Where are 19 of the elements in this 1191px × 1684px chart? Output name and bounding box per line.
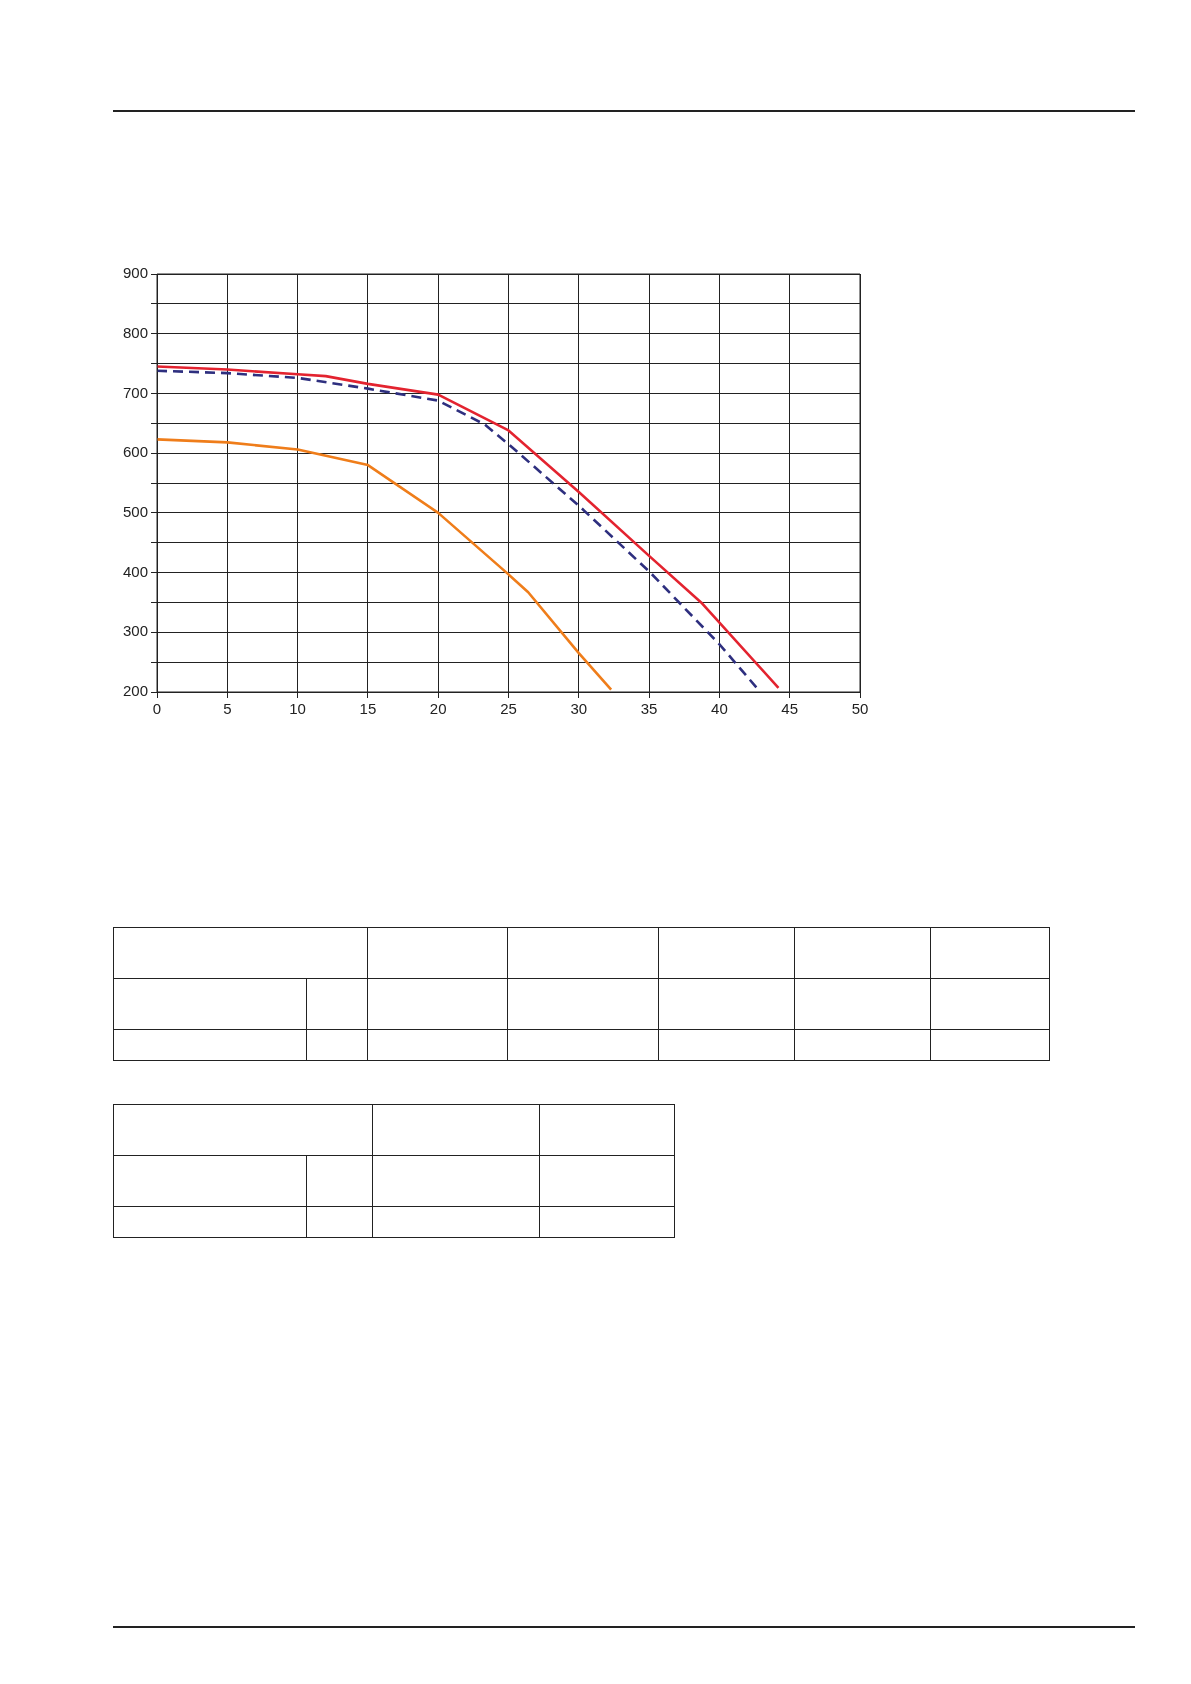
y-tick-label: 400 xyxy=(123,562,149,580)
x-tick-label: 0 xyxy=(152,700,162,718)
y-tick-label: 600 xyxy=(123,443,149,461)
y-tick-label: 500 xyxy=(123,503,149,520)
x-tick-label: 50 xyxy=(851,700,869,718)
x-tick-label: 25 xyxy=(500,700,517,718)
x-tick-label: 45 xyxy=(781,700,799,718)
x-tick-label: 10 xyxy=(289,700,306,718)
y-tick-label: 200 xyxy=(123,682,149,700)
y-tick-label: 800 xyxy=(123,323,149,341)
x-tick-label: 5 xyxy=(223,700,232,718)
x-tick-label: 40 xyxy=(711,700,728,718)
y-tick-label: 300 xyxy=(123,622,149,640)
y-tick-label: 700 xyxy=(123,383,149,401)
x-tick-label: 30 xyxy=(570,700,588,718)
x-tick-label: 35 xyxy=(640,700,658,718)
x-tick-label: 20 xyxy=(429,700,447,718)
x-tick-label: 15 xyxy=(359,700,377,718)
y-tick-label: 900 xyxy=(123,264,149,282)
